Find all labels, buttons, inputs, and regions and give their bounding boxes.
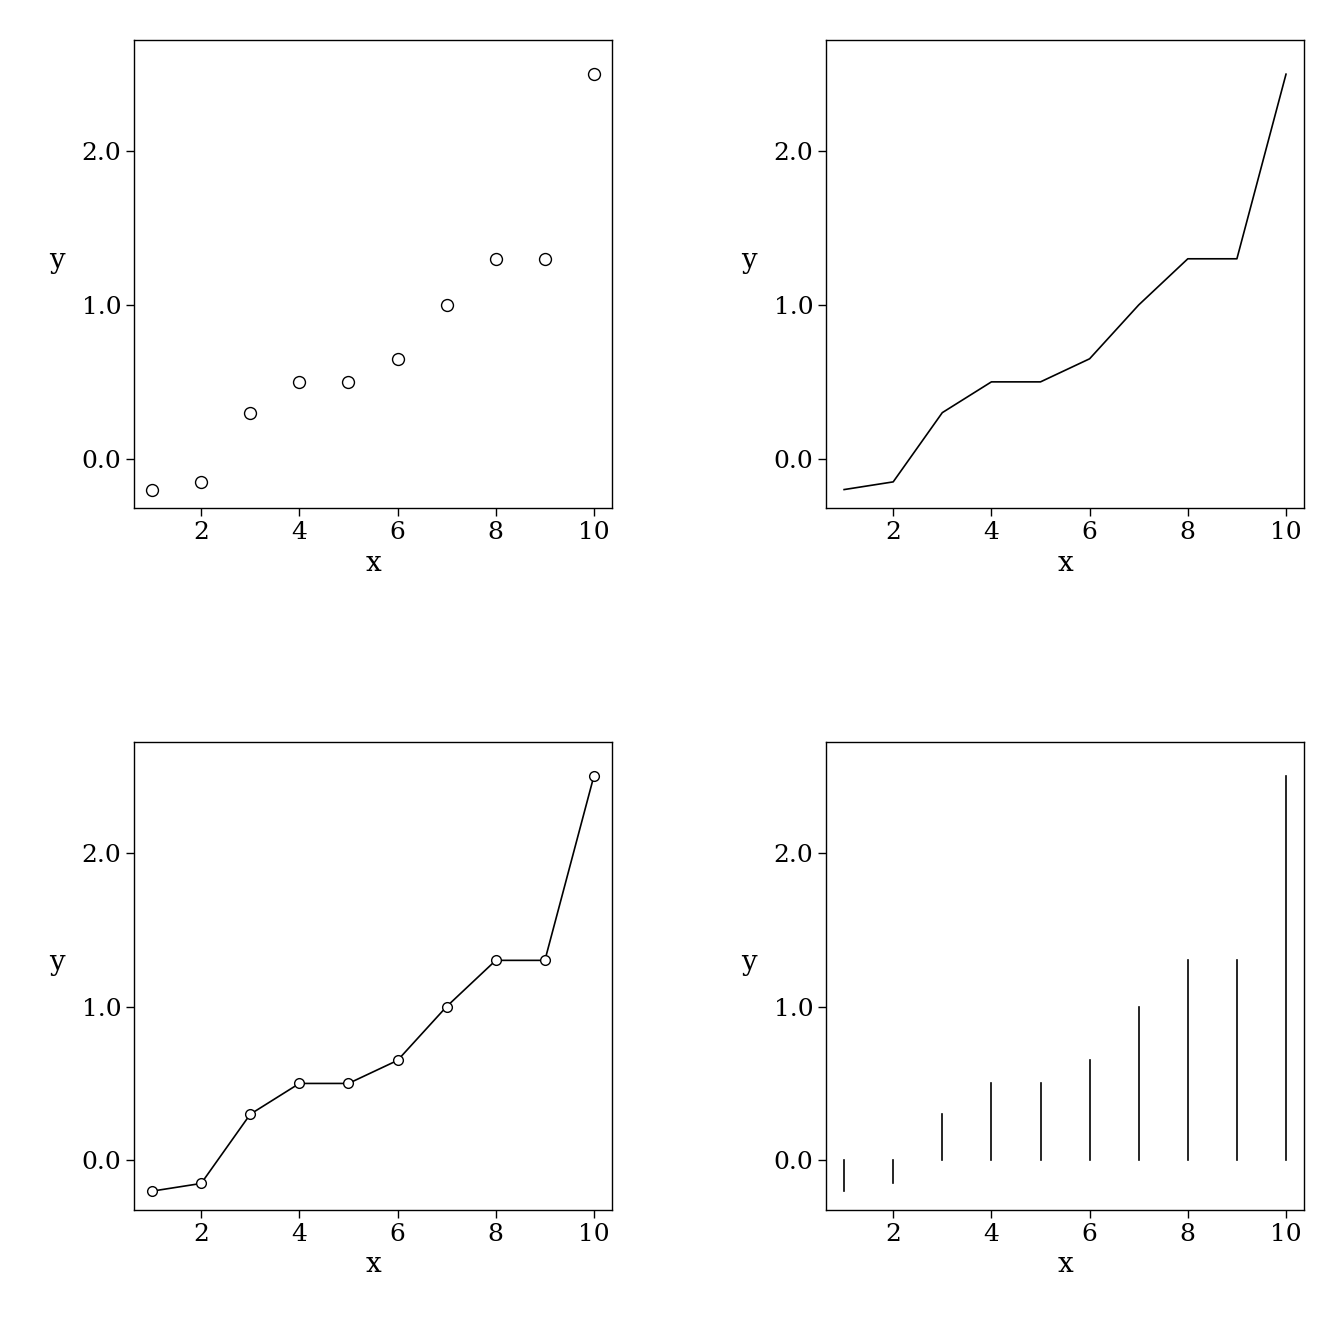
- Point: [435, 294, 457, 316]
- X-axis label: x: x: [366, 550, 380, 577]
- Point: [387, 348, 409, 370]
- Y-axis label: y: y: [741, 949, 757, 976]
- Point: [141, 478, 163, 500]
- Point: [337, 371, 359, 392]
- Point: [239, 402, 261, 423]
- Point: [534, 249, 555, 270]
- Y-axis label: y: y: [48, 247, 65, 274]
- Y-axis label: y: y: [48, 949, 65, 976]
- X-axis label: x: x: [1058, 1251, 1073, 1278]
- X-axis label: x: x: [1058, 550, 1073, 577]
- Point: [485, 249, 507, 270]
- Point: [583, 63, 605, 85]
- X-axis label: x: x: [366, 1251, 380, 1278]
- Point: [191, 472, 212, 493]
- Point: [289, 371, 310, 392]
- Y-axis label: y: y: [741, 247, 757, 274]
